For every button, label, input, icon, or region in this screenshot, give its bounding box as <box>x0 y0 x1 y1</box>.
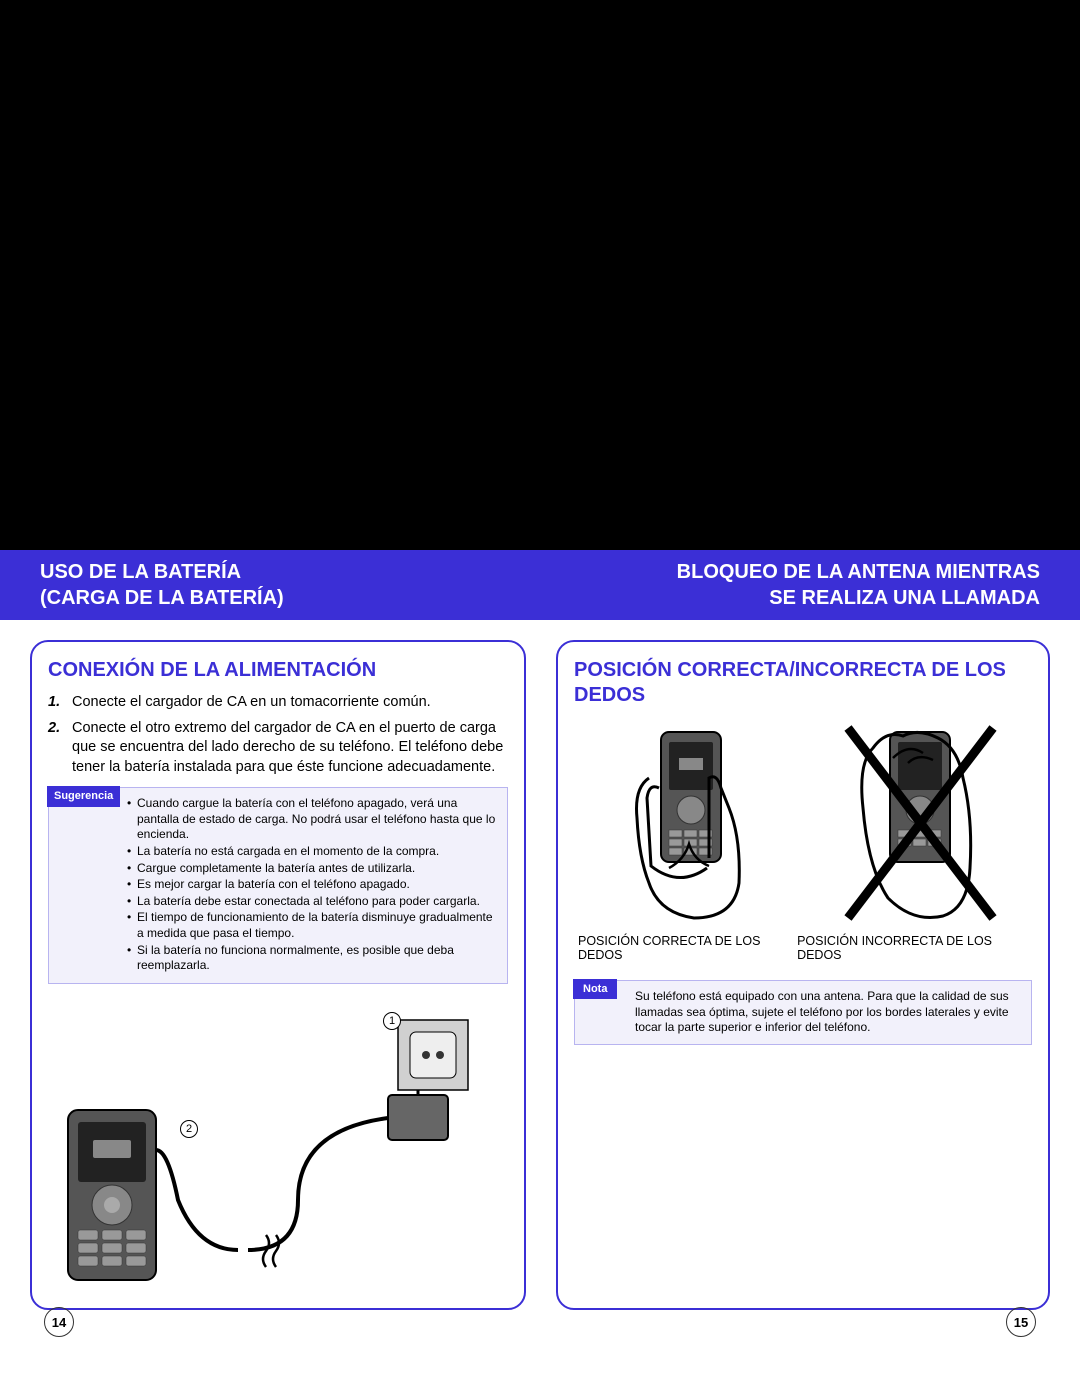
hands-illustration-row <box>574 718 1032 928</box>
tip-list: Cuando cargue la batería con el teléfono… <box>127 796 497 974</box>
step2-text: Conecte el otro extremo del cargador de … <box>72 719 508 778</box>
caption-correct: POSICIÓN CORRECTA DE LOS DEDOS <box>578 934 797 962</box>
tip-box: Sugerencia Cuando cargue la batería con … <box>48 787 508 984</box>
tip-item: La batería debe estar conectada al teléf… <box>127 894 497 910</box>
header-left: USO DE LA BATERÍA (CARGA DE LA BATERÍA) <box>40 559 284 611</box>
tip-item: La batería no está cargada en el momento… <box>127 844 497 860</box>
header-right-line2: SE REALIZA UNA LLAMADA <box>677 585 1040 611</box>
tip-item: Cuando cargue la batería con el teléfono… <box>127 796 497 843</box>
correct-grip-icon <box>589 718 789 928</box>
tip-item: Es mejor cargar la batería con el teléfo… <box>127 877 497 893</box>
page-right: 15 <box>1006 1307 1036 1337</box>
note-label: Nota <box>573 979 617 999</box>
left-panel-title: CONEXIÓN DE LA ALIMENTACIÓN <box>48 658 508 683</box>
tip-item: Si la batería no funciona normalmente, e… <box>127 943 497 974</box>
header-right: BLOQUEO DE LA ANTENA MIENTRAS SE REALIZA… <box>677 559 1040 611</box>
tip-item: El tiempo de funcionamiento de la baterí… <box>127 910 497 941</box>
page-numbers: 14 15 <box>0 1307 1080 1337</box>
top-blank-region <box>0 0 1080 550</box>
header-left-line2: (CARGA DE LA BATERÍA) <box>40 585 284 611</box>
left-panel: CONEXIÓN DE LA ALIMENTACIÓN 1. Conecte e… <box>30 640 526 1310</box>
right-panel: POSICIÓN CORRECTA/INCORRECTA DE LOS DEDO… <box>556 640 1050 1310</box>
step2-number: 2. <box>48 719 64 778</box>
caption-row: POSICIÓN CORRECTA DE LOS DEDOS POSICIÓN … <box>574 934 1032 962</box>
header-bar: USO DE LA BATERÍA (CARGA DE LA BATERÍA) … <box>0 550 1080 620</box>
content-row: CONEXIÓN DE LA ALIMENTACIÓN 1. Conecte e… <box>0 620 1080 1310</box>
phone-charger-icon <box>48 1000 508 1290</box>
step-1: 1. Conecte el cargador de CA en un tomac… <box>48 693 508 713</box>
note-text: Su teléfono está equipado con una antena… <box>635 989 1021 1036</box>
charger-illustration: 1 2 <box>48 1000 508 1290</box>
incorrect-grip-icon <box>818 718 1018 928</box>
header-left-line1: USO DE LA BATERÍA <box>40 559 284 585</box>
note-box: Nota Su teléfono está equipado con una a… <box>574 980 1032 1045</box>
callout-1: 1 <box>383 1012 401 1030</box>
tip-item: Cargue completamente la batería antes de… <box>127 861 497 877</box>
step1-text: Conecte el cargador de CA en un tomacorr… <box>72 693 431 713</box>
step1-number: 1. <box>48 693 64 713</box>
right-panel-title: POSICIÓN CORRECTA/INCORRECTA DE LOS DEDO… <box>574 658 1032 708</box>
step-2: 2. Conecte el otro extremo del cargador … <box>48 719 508 778</box>
page-left: 14 <box>44 1307 74 1337</box>
caption-incorrect: POSICIÓN INCORRECTA DE LOS DEDOS <box>797 934 1028 962</box>
callout-2: 2 <box>180 1120 198 1138</box>
tip-label: Sugerencia <box>47 786 120 806</box>
header-right-line1: BLOQUEO DE LA ANTENA MIENTRAS <box>677 559 1040 585</box>
